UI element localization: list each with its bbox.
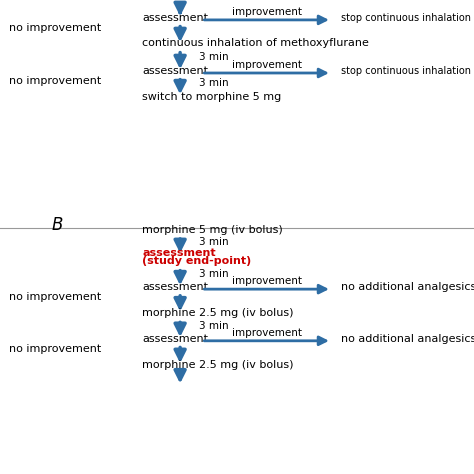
Text: no additional analgesics: no additional analgesics	[341, 334, 474, 344]
Text: 3 min: 3 min	[199, 237, 228, 247]
Text: B: B	[51, 216, 63, 234]
Text: improvement: improvement	[232, 276, 301, 286]
Text: 3 min: 3 min	[199, 321, 228, 331]
Text: no improvement: no improvement	[9, 344, 102, 354]
Text: no improvement: no improvement	[9, 292, 102, 302]
Text: (study end-point): (study end-point)	[142, 256, 251, 266]
Text: assessment: assessment	[142, 282, 208, 292]
Text: improvement: improvement	[232, 60, 301, 70]
Text: assessment: assessment	[142, 334, 208, 344]
Text: improvement: improvement	[232, 7, 301, 17]
Text: assessment: assessment	[142, 13, 208, 23]
Text: no improvement: no improvement	[9, 76, 102, 86]
Text: morphine 2.5 mg (iv bolus): morphine 2.5 mg (iv bolus)	[142, 360, 294, 370]
Text: switch to morphine 5 mg: switch to morphine 5 mg	[142, 92, 282, 102]
Text: assessment: assessment	[142, 248, 216, 258]
Text: assessment: assessment	[142, 66, 208, 76]
Text: stop continuous inhalation of metoxyflurane: stop continuous inhalation of metoxyflur…	[341, 66, 474, 76]
Text: continuous inhalation of methoxyflurane: continuous inhalation of methoxyflurane	[142, 38, 369, 48]
Text: 3 min: 3 min	[199, 52, 228, 62]
Text: no improvement: no improvement	[9, 23, 102, 33]
Text: 3 min: 3 min	[199, 78, 228, 88]
Text: improvement: improvement	[232, 328, 301, 338]
Text: morphine 5 mg (iv bolus): morphine 5 mg (iv bolus)	[142, 225, 283, 235]
Text: no additional analgesics: no additional analgesics	[341, 282, 474, 292]
Text: morphine 2.5 mg (iv bolus): morphine 2.5 mg (iv bolus)	[142, 308, 294, 318]
Text: 3 min: 3 min	[199, 269, 228, 279]
Text: stop continuous inhalation of metoxyflurane: stop continuous inhalation of metoxyflur…	[341, 13, 474, 23]
